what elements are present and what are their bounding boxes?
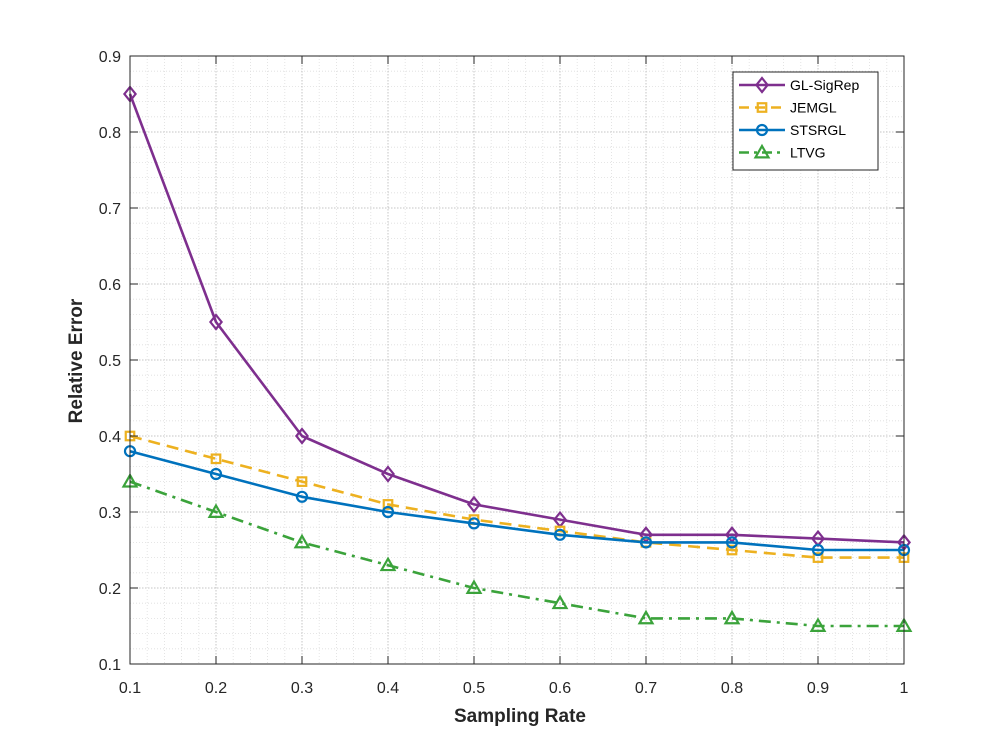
x-tick-label: 0.6 <box>549 680 571 697</box>
data-point-ltvg <box>207 503 225 518</box>
data-point-jemgl <box>296 476 308 487</box>
legend: GL-SigRep JEMGL STSRGL LTVG <box>732 71 879 171</box>
data-point-gl-sigrep <box>380 465 396 483</box>
x-tick-label: 0.5 <box>463 680 485 697</box>
y-tick-label: 0.8 <box>99 125 121 142</box>
data-point-stsrgl <box>639 536 653 549</box>
y-tick-label: 0.3 <box>99 505 121 522</box>
y-tick-label: 0.2 <box>99 581 121 598</box>
y-axis-label: Relative Error <box>66 298 87 423</box>
legend-item-stsrgl: STSRGL <box>739 122 846 138</box>
data-point-gl-sigrep <box>294 427 310 445</box>
series-line-gl-sigrep <box>128 93 905 544</box>
data-point-gl-sigrep <box>208 313 224 331</box>
x-tick-label: 0.9 <box>807 680 829 697</box>
x-tick-labels: 0.1 0.2 0.3 0.4 0.5 0.6 0.7 0.8 0.9 1 <box>119 680 909 697</box>
data-point-ltvg <box>809 617 827 632</box>
legend-item-gl-sigrep: GL-SigRep <box>739 76 859 94</box>
data-point-jemgl <box>812 552 824 563</box>
y-tick-label: 0.5 <box>99 353 121 370</box>
data-point-gl-sigrep <box>466 495 482 514</box>
y-tick-label: 0.7 <box>99 201 121 218</box>
data-point-ltvg <box>379 556 397 572</box>
x-tick-label: 0.4 <box>377 680 399 697</box>
series-stsrgl <box>123 445 911 557</box>
data-point-jemgl <box>210 453 222 465</box>
legend-marker <box>754 76 770 94</box>
x-tick-label: 1 <box>900 680 909 697</box>
legend-marker <box>753 143 771 159</box>
series-layer <box>121 85 913 632</box>
data-point-stsrgl <box>811 543 825 557</box>
legend-item-jemgl: JEMGL <box>739 100 837 116</box>
data-point-stsrgl <box>553 528 567 541</box>
series-line-stsrgl <box>129 449 904 552</box>
x-tick-label: 0.1 <box>119 680 141 697</box>
series-line-jemgl <box>129 434 904 559</box>
y-tick-label: 0.9 <box>99 49 121 66</box>
legend-label: JEMGL <box>790 100 837 116</box>
legend-marker <box>756 102 768 113</box>
data-point-ltvg <box>723 609 741 625</box>
data-point-ltvg <box>551 594 569 610</box>
data-point-stsrgl <box>467 517 481 530</box>
y-tick-label: 0.1 <box>99 657 121 674</box>
x-tick-label: 0.8 <box>721 680 743 697</box>
series-ltvg <box>121 472 913 632</box>
axes <box>129 55 905 665</box>
x-axis-label: Sampling Rate <box>454 706 586 727</box>
data-point-jemgl <box>726 544 738 556</box>
data-point-ltvg <box>293 533 311 549</box>
legend-label: STSRGL <box>790 122 846 138</box>
data-point-stsrgl <box>725 536 739 549</box>
legend-label: GL-SigRep <box>790 77 859 93</box>
data-point-jemgl <box>382 499 394 510</box>
x-tick-label: 0.2 <box>205 680 227 697</box>
data-point-ltvg <box>465 579 483 594</box>
legend-item-ltvg: LTVG <box>739 143 826 161</box>
data-point-stsrgl <box>209 467 223 481</box>
legend-marker <box>755 123 769 137</box>
data-point-stsrgl <box>295 490 309 503</box>
y-tick-label: 0.4 <box>99 429 121 446</box>
y-tick-labels: 0.1 0.2 0.3 0.4 0.5 0.6 0.7 0.8 0.9 <box>99 49 121 674</box>
legend-label: LTVG <box>790 145 826 161</box>
series-line-ltvg <box>129 480 904 628</box>
data-point-ltvg <box>637 609 655 625</box>
x-tick-label: 0.3 <box>291 680 313 697</box>
x-tick-label: 0.7 <box>635 680 657 697</box>
data-point-stsrgl <box>381 505 395 519</box>
y-tick-label: 0.6 <box>99 277 121 294</box>
